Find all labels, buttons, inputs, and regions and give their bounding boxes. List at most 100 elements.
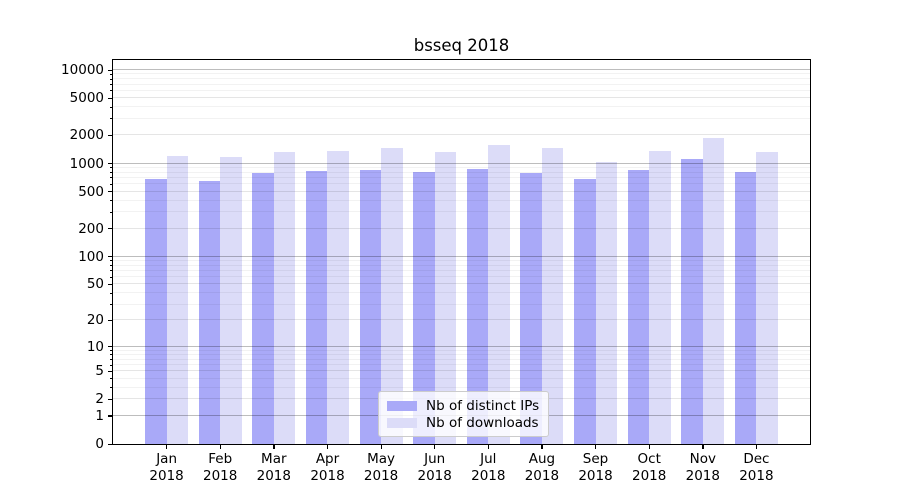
bar-may-distinct-ips — [359, 170, 382, 444]
x-tick-mark-mar — [273, 444, 275, 449]
legend-label-downloads: Nb of downloads — [426, 414, 539, 431]
y-minor-tick-mark-9000 — [110, 73, 113, 75]
legend-label-distinct-ips: Nb of distinct IPs — [426, 397, 540, 414]
y-minor-tick-mark-9 — [110, 350, 113, 351]
y-tick-mark-2000 — [108, 134, 113, 137]
x-tick-label-oct: Oct 2018 — [632, 451, 667, 484]
x-tick-label-mar: Mar 2018 — [256, 451, 291, 484]
bar-may-downloads — [381, 148, 403, 444]
x-tick-mark-jul — [487, 444, 490, 449]
y-minor-tick-mark-300 — [110, 211, 113, 213]
y-minor-tick-mark-3000 — [110, 118, 113, 120]
bar-jan-distinct-ips — [145, 178, 167, 444]
bars-layer — [113, 60, 810, 444]
bar-oct-distinct-ips — [627, 170, 650, 444]
x-tick-label-may: May 2018 — [363, 451, 399, 484]
bar-jun-downloads — [434, 152, 457, 444]
x-tick-mark-jun — [434, 444, 436, 449]
y-tick-label-5: 5 — [95, 363, 104, 380]
bar-dec-distinct-ips — [734, 171, 757, 444]
y-tick-mark-2 — [108, 398, 113, 401]
bar-nov-downloads — [702, 137, 725, 444]
x-tick-mark-oct — [648, 444, 650, 449]
bar-sep-distinct-ips — [574, 179, 596, 444]
x-tick-mark-dec — [755, 444, 758, 449]
x-tick-label-jun: Jun 2018 — [417, 451, 452, 484]
y-tick-mark-200 — [108, 228, 113, 230]
y-minor-tick-mark-700 — [110, 177, 113, 179]
y-minor-tick-mark-30 — [110, 304, 113, 306]
y-minor-tick-mark-70 — [110, 270, 113, 272]
x-tick-mark-may — [380, 444, 382, 449]
x-tick-label-sep: Sep 2018 — [578, 451, 613, 484]
y-minor-tick-mark-900 — [110, 167, 113, 169]
bar-apr-distinct-ips — [305, 170, 328, 444]
y-minor-tick-mark-6000 — [110, 90, 113, 92]
x-tick-mark-apr — [327, 444, 329, 449]
y-tick-mark-5000 — [108, 97, 113, 99]
y-tick-label-10000: 10000 — [61, 62, 104, 78]
bar-oct-downloads — [649, 151, 671, 444]
y-minor-tick-mark-4 — [110, 378, 113, 380]
legend-swatch-downloads — [387, 417, 417, 428]
y-minor-tick-mark-80 — [110, 265, 113, 267]
y-minor-tick-mark-8000 — [110, 78, 113, 80]
y-tick-mark-10000 — [108, 69, 113, 71]
legend: Nb of distinct IPs Nb of downloads — [378, 391, 550, 437]
x-tick-mark-aug — [541, 444, 543, 449]
x-tick-label-aug: Aug 2018 — [524, 451, 560, 484]
y-tick-label-2000: 2000 — [69, 127, 104, 144]
x-tick-label-jul: Jul 2018 — [471, 451, 506, 484]
bar-aug-distinct-ips — [520, 173, 542, 444]
legend-item-distinct-ips: Nb of distinct IPs — [387, 397, 539, 414]
x-tick-label-apr: Apr 2018 — [310, 451, 345, 484]
y-tick-label-10: 10 — [86, 338, 104, 355]
y-minor-tick-mark-40 — [110, 292, 113, 294]
y-tick-label-100: 100 — [78, 248, 104, 265]
y-tick-mark-0 — [108, 443, 113, 445]
x-tick-label-nov: Nov 2018 — [685, 451, 720, 484]
bar-feb-distinct-ips — [198, 180, 221, 444]
y-minor-tick-mark-600 — [110, 183, 113, 185]
y-tick-mark-1 — [108, 415, 113, 417]
bar-mar-downloads — [273, 152, 296, 444]
bar-jul-downloads — [488, 144, 510, 444]
y-tick-mark-10 — [108, 346, 113, 348]
y-minor-tick-mark-60 — [110, 276, 113, 278]
plot-area: Nb of distinct IPs Nb of downloads — [112, 59, 811, 445]
bar-mar-distinct-ips — [252, 172, 274, 444]
y-minor-tick-mark-8 — [110, 354, 113, 356]
y-minor-tick-mark-6 — [110, 364, 113, 366]
y-tick-label-0: 0 — [95, 436, 104, 452]
y-minor-tick-mark-7000 — [110, 84, 113, 85]
x-tick-mark-nov — [702, 444, 704, 449]
y-tick-label-5000: 5000 — [69, 90, 104, 107]
y-tick-mark-5 — [108, 370, 113, 372]
x-tick-mark-sep — [595, 444, 597, 449]
bar-feb-downloads — [220, 157, 242, 444]
y-tick-mark-50 — [108, 283, 113, 286]
y-tick-label-20: 20 — [86, 312, 104, 329]
y-tick-mark-500 — [108, 191, 113, 193]
bar-jul-distinct-ips — [466, 169, 489, 444]
legend-item-downloads: Nb of downloads — [387, 414, 539, 431]
y-tick-label-200: 200 — [78, 220, 104, 237]
x-tick-label-jan: Jan 2018 — [149, 451, 184, 484]
bar-jan-downloads — [166, 156, 189, 444]
y-tick-mark-20 — [108, 319, 113, 322]
x-tick-label-feb: Feb 2018 — [203, 451, 238, 484]
y-minor-tick-mark-4000 — [110, 106, 113, 108]
y-minor-tick-mark-400 — [110, 200, 113, 202]
bar-apr-downloads — [327, 150, 349, 444]
legend-swatch-distinct-ips — [387, 400, 417, 411]
y-tick-label-50: 50 — [86, 276, 104, 293]
bar-aug-downloads — [541, 147, 564, 444]
x-tick-mark-feb — [219, 444, 221, 449]
x-tick-mark-jan — [166, 444, 168, 449]
y-tick-label-1: 1 — [95, 407, 104, 424]
y-tick-mark-1000 — [108, 163, 113, 165]
x-tick-label-dec: Dec 2018 — [739, 451, 774, 484]
y-minor-tick-mark-800 — [110, 172, 113, 173]
y-minor-tick-mark-90 — [110, 260, 113, 262]
